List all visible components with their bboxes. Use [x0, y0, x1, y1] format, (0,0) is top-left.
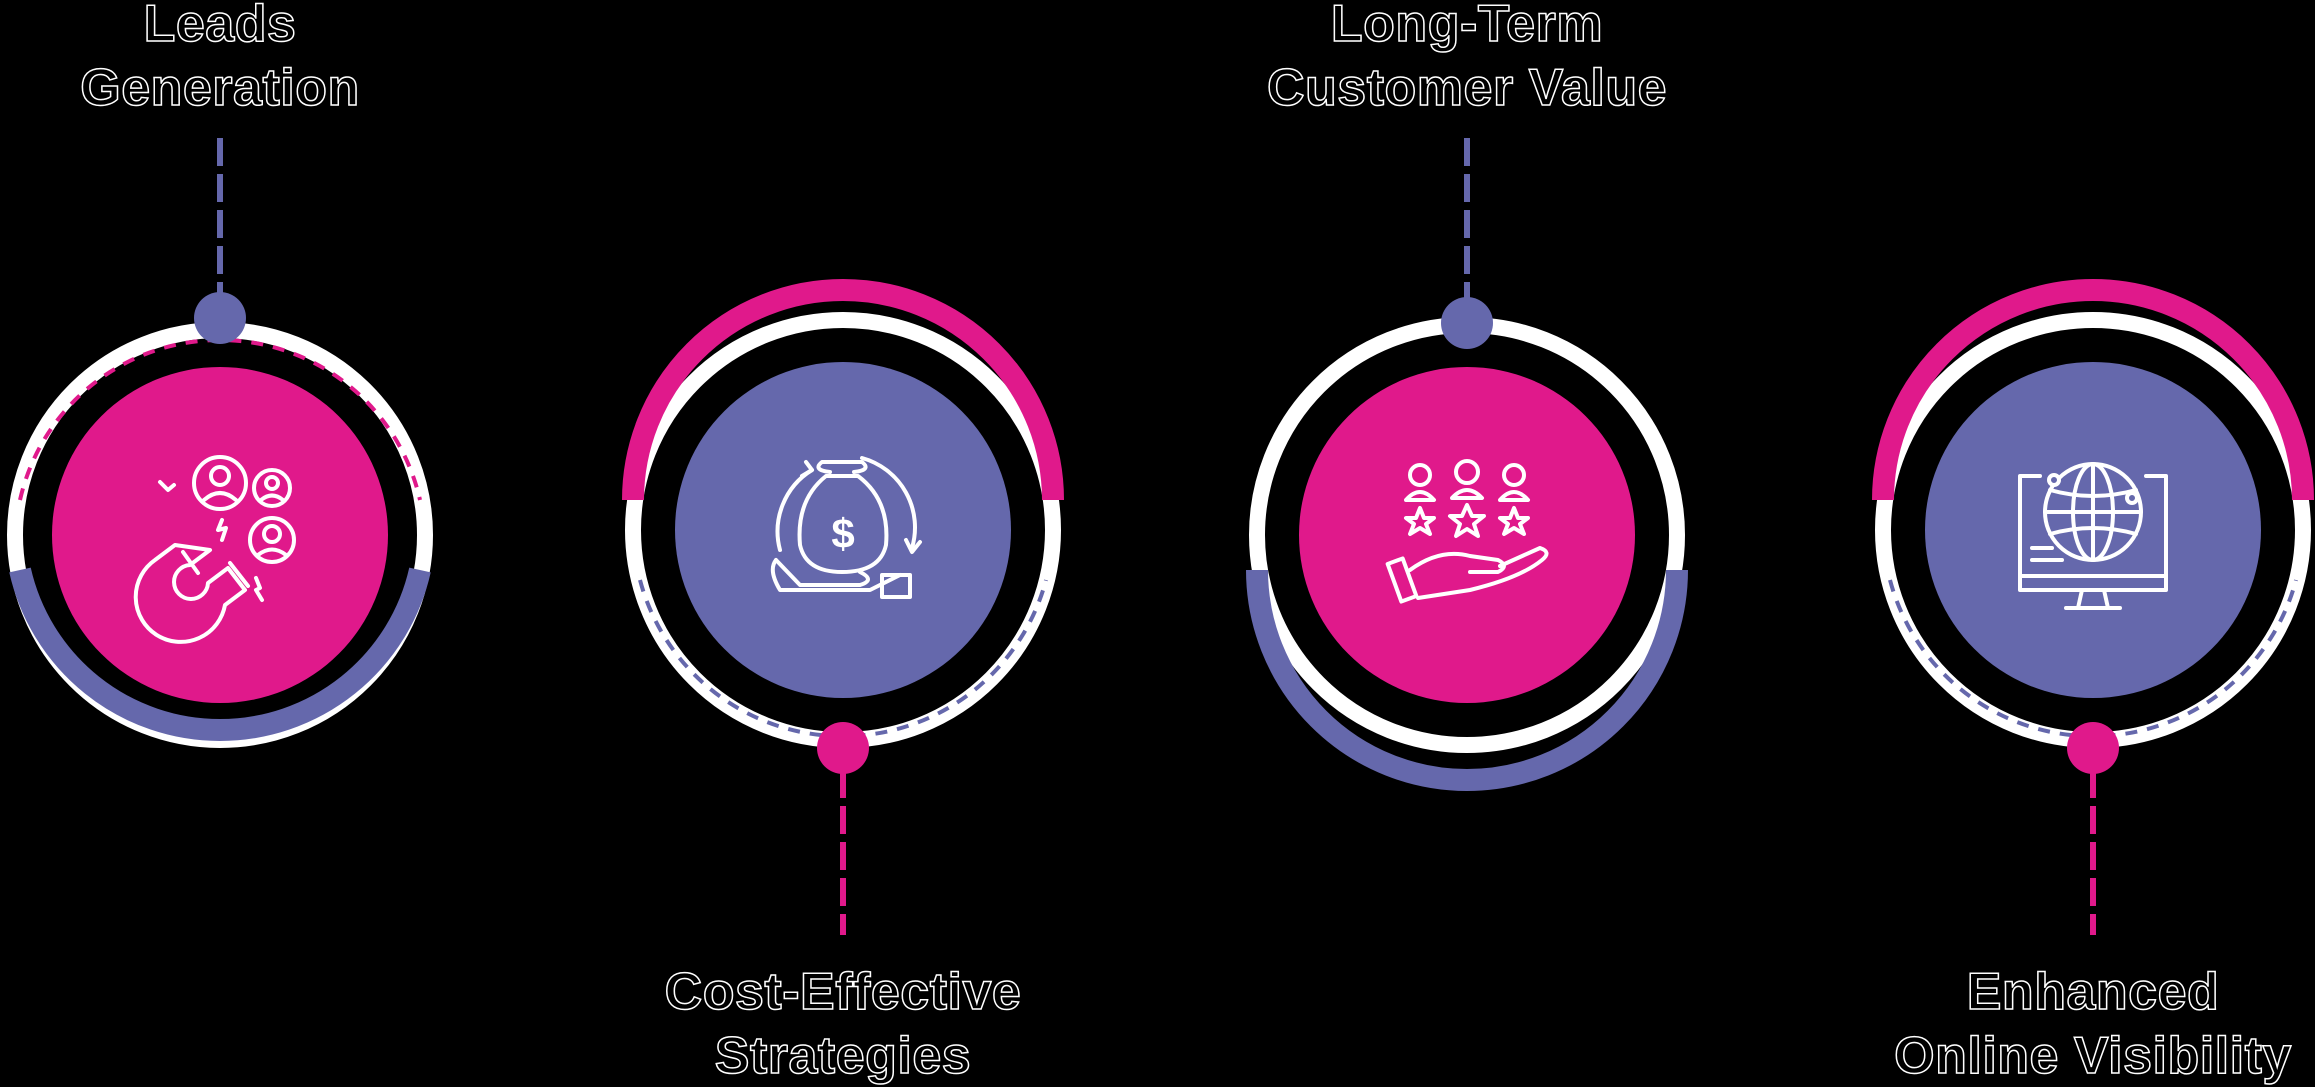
label-leads-generation: Leads Generation	[20, 0, 420, 120]
label-cost-effective-strategies: Cost-Effective Strategies	[643, 960, 1043, 1087]
label-line-2: Customer Value	[1266, 58, 1668, 118]
label-enhanced-online-visibility: Enhanced Online Visibility	[1880, 960, 2306, 1087]
inner-circle	[52, 367, 388, 703]
inner-circle	[1299, 367, 1635, 703]
ring-arc-accent	[1246, 569, 1688, 791]
label-line-2: Generation	[80, 58, 361, 118]
ring-arc-accent	[9, 567, 431, 741]
online-globe-icon	[2018, 462, 2168, 610]
label-line-1: Long-Term	[1330, 0, 1604, 54]
lead-magnet-icon	[133, 455, 296, 644]
svg-text:$: $	[831, 510, 854, 557]
ring-dash-accent	[1499, 324, 1681, 501]
connector-pin	[2067, 722, 2119, 774]
label-line-1: Enhanced	[1966, 962, 2220, 1022]
connector-pin	[194, 292, 246, 344]
label-line-2: Online Visibility	[1893, 1026, 2292, 1086]
inner-circle	[675, 362, 1011, 698]
item-leads-generation	[7, 138, 433, 748]
ring-arc-accent	[1872, 279, 2314, 501]
label-line-2: Strategies	[714, 1026, 972, 1086]
item-long-term-customer-value	[1246, 138, 1688, 791]
ring-dash-accent	[18, 338, 422, 501]
label-long-term-customer-value: Long-Term Customer Value	[1217, 0, 1717, 120]
ring-arc-accent	[622, 279, 1064, 501]
money-cycle-icon: $	[770, 456, 922, 599]
label-line-1: Cost-Effective	[664, 962, 1022, 1022]
customer-rating-icon	[1385, 459, 1549, 604]
connector-pin	[1441, 297, 1493, 349]
item-cost-effective-strategies: $	[622, 279, 1064, 935]
label-line-1: Leads	[143, 0, 297, 54]
item-enhanced-online-visibility	[1872, 279, 2314, 935]
connector-pin	[817, 722, 869, 774]
